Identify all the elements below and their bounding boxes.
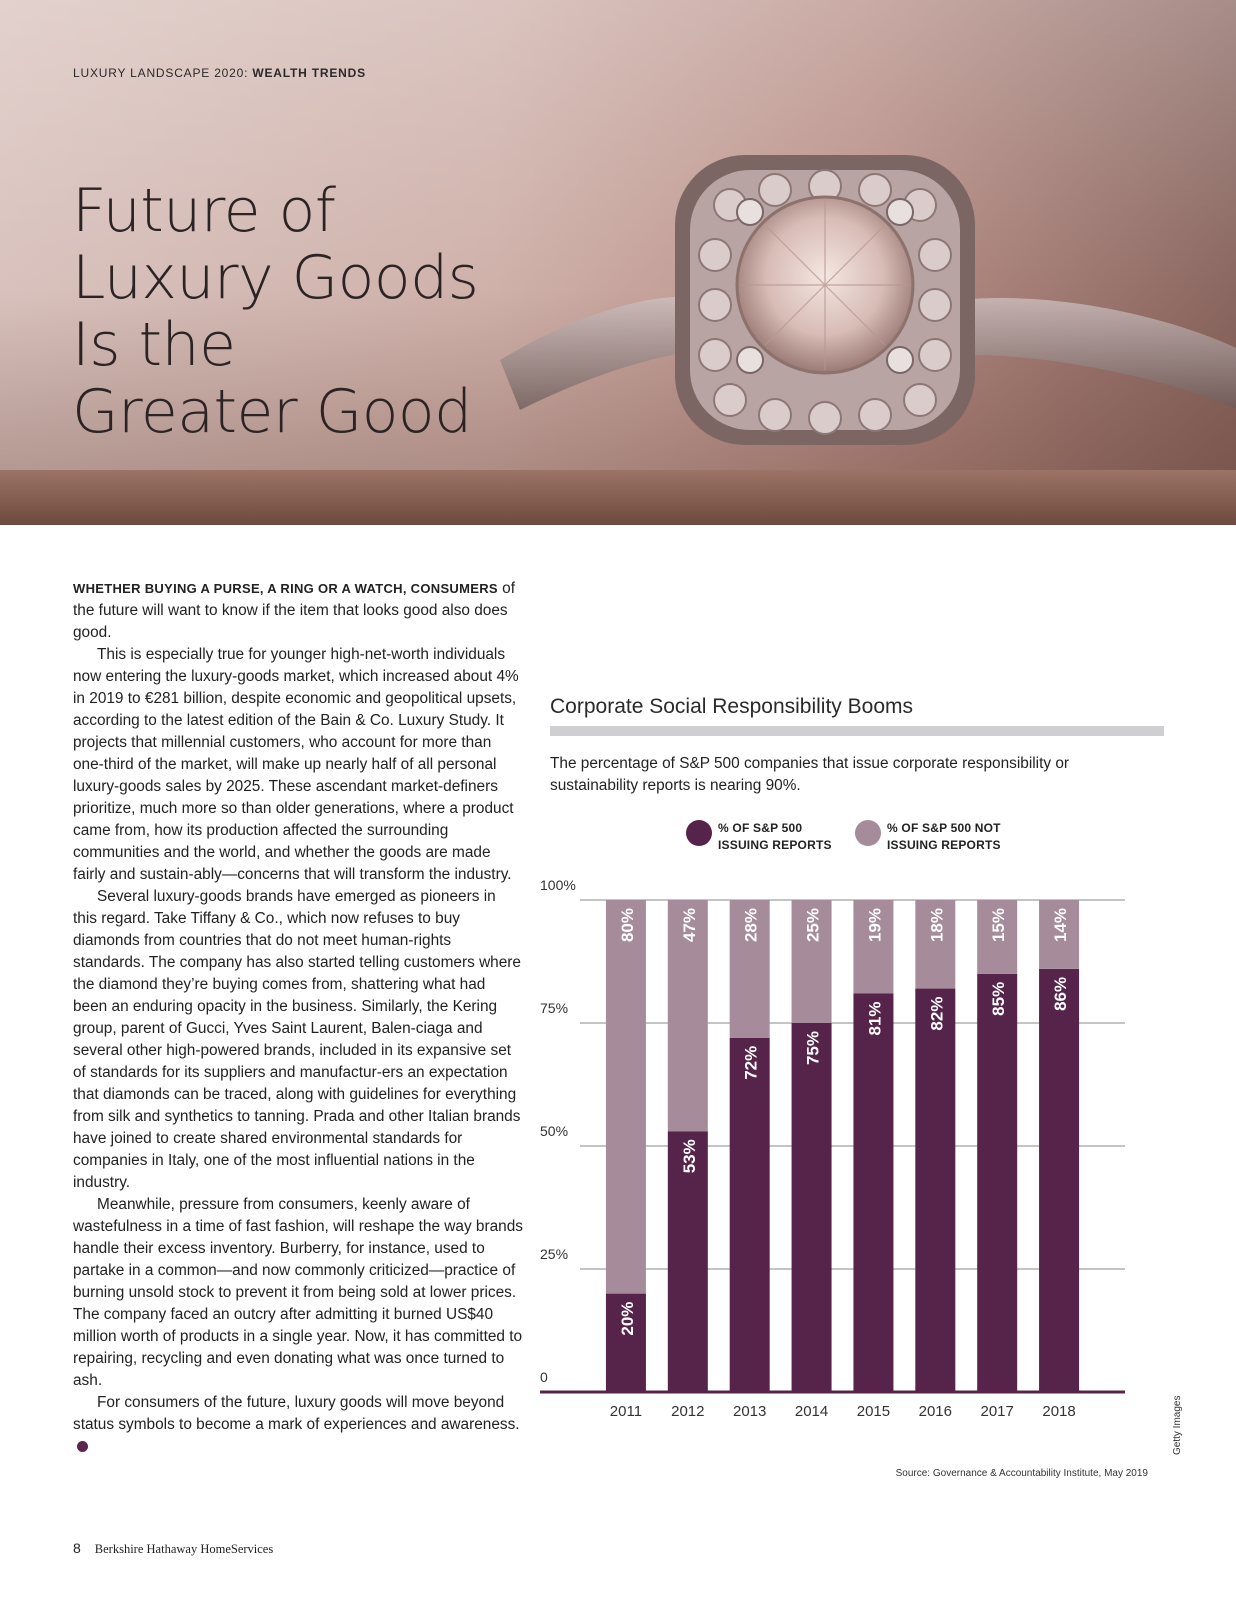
bar-not-issuing-2011 bbox=[605, 900, 646, 1294]
article-lead-caps: WHETHER BUYING A PURSE, A RING OR A WATC… bbox=[73, 581, 498, 596]
article-paragraph-5: For consumers of the future, luxury good… bbox=[73, 1392, 523, 1458]
bar-issuing-2015 bbox=[853, 993, 894, 1392]
hero-lighting bbox=[0, 0, 1236, 525]
x-tick-label-2012: 2012 bbox=[671, 1403, 704, 1420]
section-kicker: LUXURY LANDSCAPE 2020: WEALTH TRENDS bbox=[73, 66, 366, 80]
article-p5-text: For consumers of the future, luxury good… bbox=[73, 1394, 520, 1433]
bar-issuing-2018 bbox=[1039, 968, 1080, 1392]
bar-not-issuing-2018 bbox=[1039, 900, 1080, 969]
kicker-section: WEALTH TRENDS bbox=[252, 66, 366, 80]
data-label-not-issuing-2013: 28% bbox=[742, 908, 761, 942]
y-tick-label-3: 75% bbox=[540, 1000, 568, 1016]
article-paragraph-1: WHETHER BUYING A PURSE, A RING OR A WATC… bbox=[73, 578, 523, 644]
article-body: WHETHER BUYING A PURSE, A RING OR A WATC… bbox=[73, 578, 523, 1458]
data-label-issuing-2014: 75% bbox=[804, 1031, 823, 1065]
page-title: Future of Luxury Goods Is the Greater Go… bbox=[72, 178, 492, 446]
title-line-3: Is the bbox=[72, 310, 236, 380]
bar-issuing-2017 bbox=[977, 973, 1018, 1392]
legend-label-issuing: % OF S&P 500 ISSUING REPORTS bbox=[718, 821, 832, 852]
bar-not-issuing-2015 bbox=[853, 900, 894, 994]
end-mark-icon bbox=[77, 1441, 88, 1452]
hero-image bbox=[0, 0, 1236, 525]
y-tick-label-0: 0 bbox=[540, 1369, 548, 1385]
bar-issuing-2012 bbox=[667, 1131, 708, 1392]
data-label-issuing-2011: 20% bbox=[618, 1302, 637, 1336]
page-number: 8 bbox=[73, 1540, 81, 1556]
legend-swatch-issuing bbox=[686, 820, 712, 846]
chart-title: Corporate Social Responsibility Booms bbox=[550, 695, 913, 718]
data-label-issuing-2018: 86% bbox=[1051, 977, 1070, 1011]
kicker-prefix: LUXURY LANDSCAPE 2020: bbox=[73, 66, 253, 80]
y-tick-label-4: 100% bbox=[540, 877, 576, 893]
x-tick-label-2015: 2015 bbox=[857, 1403, 890, 1420]
legend-swatch-not-issuing bbox=[855, 820, 881, 846]
data-label-issuing-2013: 72% bbox=[742, 1046, 761, 1080]
article-p1-rest: of the future will want to know if the i… bbox=[73, 580, 515, 641]
photo-credit: Getty Images bbox=[1172, 1395, 1183, 1455]
bar-not-issuing-2012 bbox=[667, 900, 708, 1132]
legend-issuing: % OF S&P 500 ISSUING REPORTS bbox=[686, 820, 832, 854]
hero-tabletop bbox=[0, 470, 1236, 525]
chart-source: Source: Governance & Accountability Inst… bbox=[895, 1468, 1148, 1479]
data-label-not-issuing-2015: 19% bbox=[865, 908, 884, 942]
y-tick-label-2: 50% bbox=[540, 1123, 568, 1139]
bar-not-issuing-2016 bbox=[915, 900, 956, 989]
chart-title-rule bbox=[550, 726, 1164, 736]
article-paragraph-4: Meanwhile, pressure from consumers, keen… bbox=[73, 1196, 523, 1389]
title-line-4: Greater Good bbox=[72, 377, 472, 447]
diamond-ring-illustration bbox=[500, 155, 1236, 445]
page-footer: 8 Berkshire Hathaway HomeServices bbox=[73, 1540, 273, 1557]
data-label-not-issuing-2018: 14% bbox=[1051, 908, 1070, 942]
chart-subtitle: The percentage of S&P 500 companies that… bbox=[550, 755, 1070, 794]
x-tick-label-2018: 2018 bbox=[1042, 1403, 1075, 1420]
article-paragraph-2: This is especially true for younger high… bbox=[73, 646, 519, 883]
bar-issuing-2016 bbox=[915, 988, 956, 1392]
data-label-not-issuing-2017: 15% bbox=[989, 908, 1008, 942]
title-line-1: Future of bbox=[72, 176, 336, 246]
y-tick-label-1: 25% bbox=[540, 1246, 568, 1262]
legend-not-issuing: % OF S&P 500 NOT ISSUING REPORTS bbox=[855, 820, 1001, 854]
bar-issuing-2014 bbox=[791, 1023, 832, 1392]
stacked-bar-chart: 0 25% 50% 75% 100% 20% 80% 2011 53% 47% 2012 72% 28%… bbox=[540, 877, 1125, 1420]
bar-issuing-2011 bbox=[605, 1293, 646, 1392]
bar-not-issuing-2017 bbox=[977, 900, 1018, 974]
data-label-issuing-2012: 53% bbox=[680, 1139, 699, 1173]
x-tick-label-2013: 2013 bbox=[733, 1403, 766, 1420]
data-label-not-issuing-2012: 47% bbox=[680, 908, 699, 942]
data-label-not-issuing-2016: 18% bbox=[927, 908, 946, 942]
article-paragraph-3: Several luxury-goods brands have emerged… bbox=[73, 888, 521, 1191]
publisher-brand: Berkshire Hathaway HomeServices bbox=[94, 1542, 274, 1556]
x-tick-label-2014: 2014 bbox=[795, 1403, 828, 1420]
data-label-issuing-2015: 81% bbox=[865, 1001, 884, 1035]
bar-not-issuing-2013 bbox=[729, 900, 770, 1038]
data-label-not-issuing-2014: 25% bbox=[804, 908, 823, 942]
x-tick-label-2017: 2017 bbox=[981, 1403, 1014, 1420]
data-label-not-issuing-2011: 80% bbox=[618, 908, 637, 942]
data-label-issuing-2017: 85% bbox=[989, 982, 1008, 1016]
title-line-2: Luxury Goods bbox=[72, 243, 479, 313]
x-tick-label-2011: 2011 bbox=[610, 1403, 642, 1420]
bar-issuing-2013 bbox=[729, 1037, 770, 1392]
x-tick-label-2016: 2016 bbox=[919, 1403, 952, 1420]
bar-not-issuing-2014 bbox=[791, 900, 832, 1023]
legend-label-not-issuing: % OF S&P 500 NOT ISSUING REPORTS bbox=[887, 821, 1001, 852]
data-label-issuing-2016: 82% bbox=[927, 997, 946, 1031]
